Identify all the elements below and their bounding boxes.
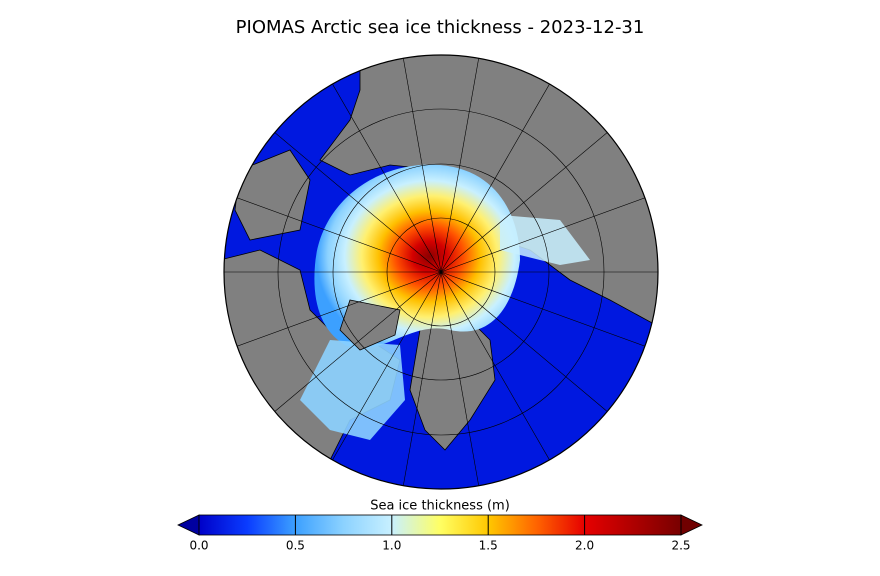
map-title: PIOMAS Arctic sea ice thickness - 2023-1… — [236, 17, 645, 38]
graticule — [224, 55, 658, 489]
colorbar-extend-high — [680, 514, 703, 536]
sea-ice-kara — [500, 215, 590, 265]
tick-label: 0.0 — [189, 539, 208, 553]
tick-label: 2.0 — [575, 539, 594, 553]
tick-label: 2.5 — [671, 539, 690, 553]
colorbar: Sea ice thickness (m) 0.0 0.5 1.0 1.5 2.0 2.5 — [177, 499, 703, 553]
meridian — [440, 271, 618, 421]
meridian — [440, 193, 658, 273]
map — [224, 55, 658, 489]
meridian — [440, 271, 557, 472]
land-alaska — [234, 149, 311, 241]
colorbar-label: Sea ice thickness (m) — [370, 499, 510, 514]
meridian — [400, 55, 442, 273]
meridian — [440, 271, 658, 351]
sea-ice — [314, 164, 520, 349]
meridian — [440, 55, 482, 273]
meridian — [400, 271, 442, 489]
meridian — [224, 193, 442, 273]
meridian — [224, 271, 442, 351]
meridian — [264, 271, 442, 421]
meridian — [325, 72, 442, 273]
tick-label: 0.5 — [286, 539, 305, 553]
meridian — [440, 72, 557, 273]
sea-ice-baffin — [300, 340, 405, 440]
map-border — [223, 54, 659, 490]
tick-label: 1.5 — [479, 539, 498, 553]
colorbar-scale — [198, 514, 682, 536]
meridian — [440, 271, 482, 489]
colorbar-extend-low — [177, 514, 200, 536]
tick-label: 1.0 — [382, 539, 401, 553]
meridian — [325, 271, 442, 472]
meridian — [440, 123, 618, 273]
meridian — [264, 123, 442, 273]
